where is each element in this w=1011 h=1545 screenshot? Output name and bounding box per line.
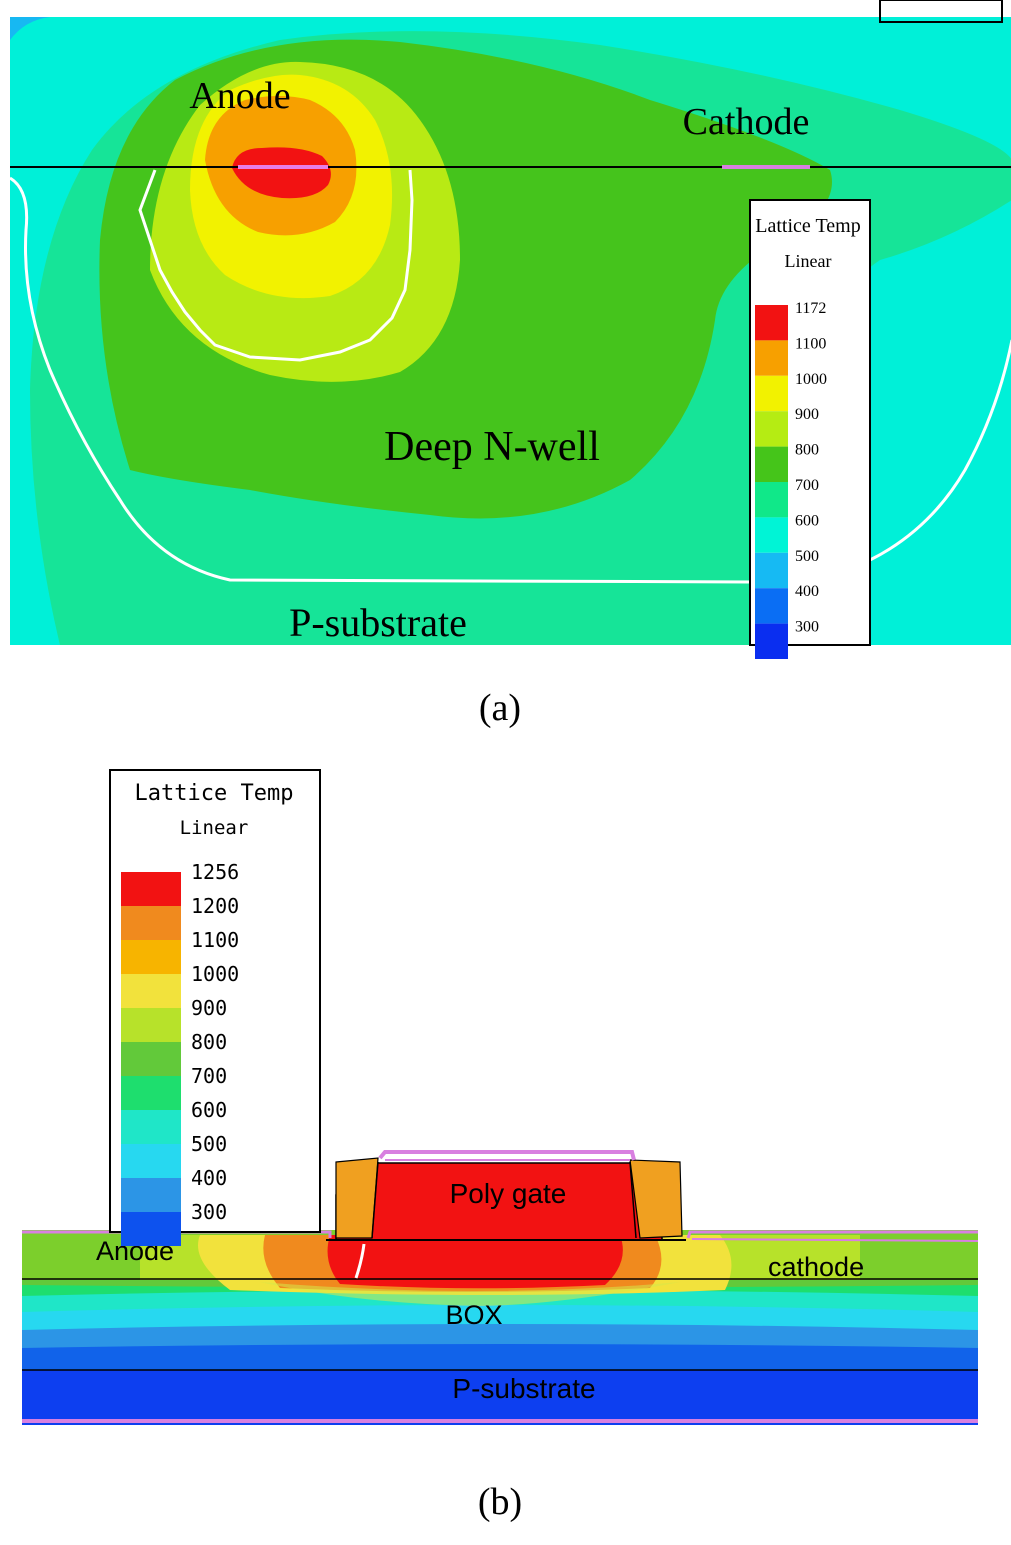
contour-1172-region [232,147,331,199]
legend-a-tick-1: 1100 [795,335,826,352]
legend-a-tick-7: 500 [795,548,819,565]
legend-a-swatch-7 [755,552,788,589]
junction-right-line [869,339,1011,562]
legend-a-swatch-8 [755,588,788,624]
junction-inner-line [138,169,414,362]
legend-a-tick-0: 1172 [795,300,826,317]
corner-frame [879,0,1003,23]
legend-a-tick-9: 300 [795,619,819,636]
label-anode-a: Anode [189,75,290,117]
legend-a-tick-8: 400 [795,583,819,600]
legend-a-swatch-5 [755,482,788,518]
caption-a: (a) [478,687,522,729]
label-cathode-a: Cathode [683,101,810,143]
legend-a-swatch-2 [755,375,788,412]
legend-a-title: Lattice Temp [755,215,860,237]
junction-outer-line [10,176,751,584]
legend-a-swatch-6 [755,517,788,553]
legend-a-swatch-4 [755,446,788,482]
legend-a-tick-3: 900 [795,406,819,423]
legend-a-tick-2: 1000 [795,371,827,388]
legend-a-tick-4: 800 [795,442,819,459]
caption-b: (b) [477,1481,523,1523]
legend-a-subtitle: Linear [785,251,832,271]
legend-a-tick-5: 700 [795,477,819,494]
legend-a: Lattice Temp Linear 1172 1100 1000 900 800 70… [749,199,871,659]
legend-a-swatch-9 [755,623,788,659]
label-deep-nwell: Deep N-well [384,424,600,470]
legend-a-swatch-1 [755,340,788,376]
legend-a-swatch-0 [755,305,788,341]
label-psubstrate-a: P-substrate [289,600,467,645]
legend-a-swatch-3 [755,411,788,447]
legend-a-tick-6: 600 [795,512,819,529]
